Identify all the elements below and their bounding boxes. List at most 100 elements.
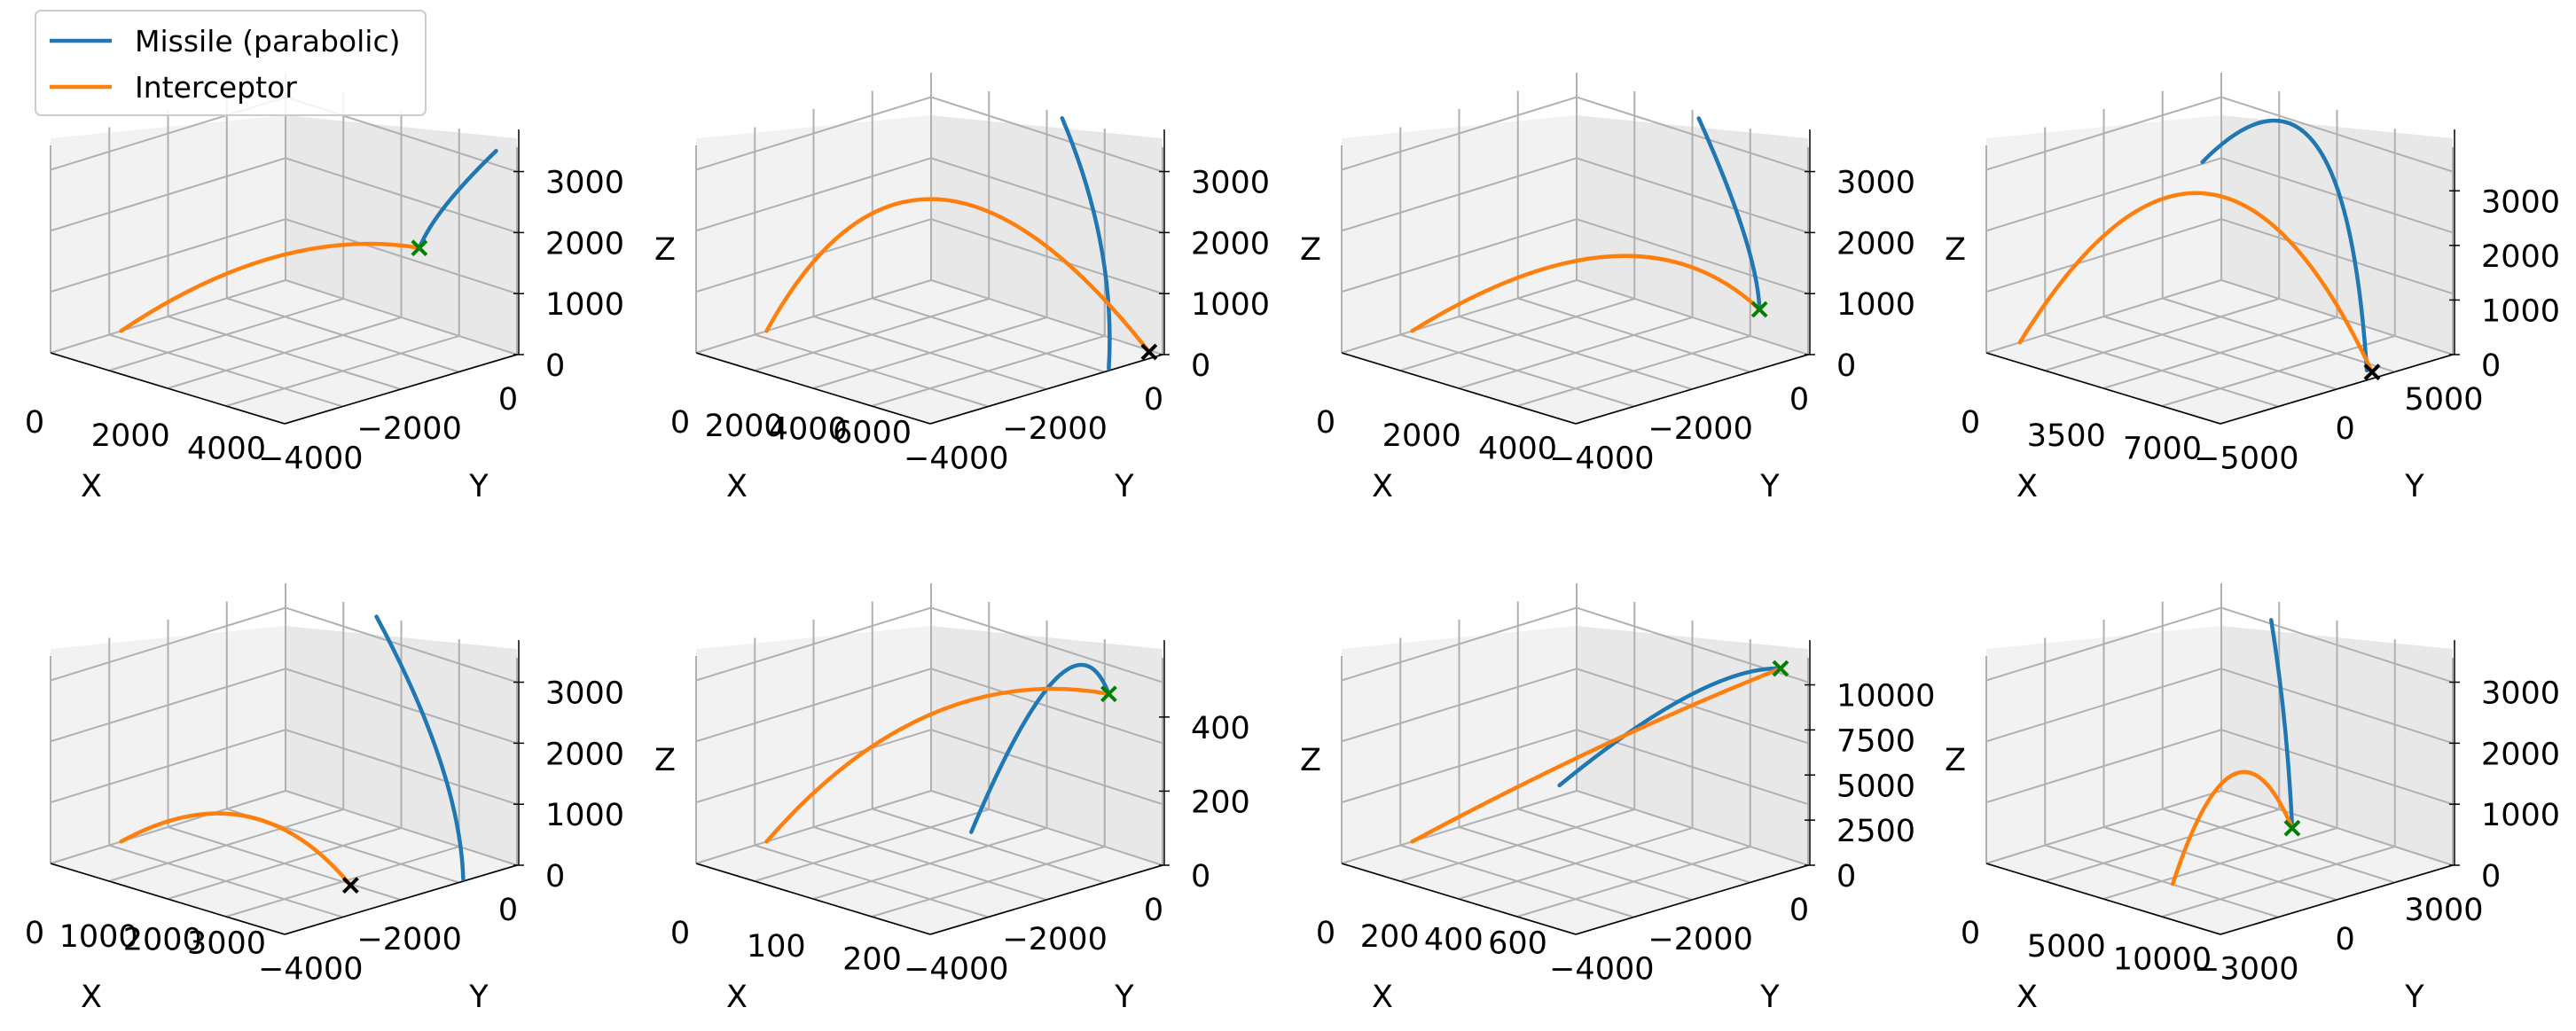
grid-line bbox=[2162, 297, 2395, 373]
x-axis-line bbox=[695, 352, 931, 425]
grid-line bbox=[695, 606, 932, 682]
grid-line bbox=[695, 218, 932, 293]
y-tick-label: −2000 bbox=[356, 411, 461, 447]
x-axis-line bbox=[50, 352, 286, 425]
z-axis-label: Z bbox=[1945, 743, 1966, 778]
y-axis-label: Y bbox=[2404, 469, 2424, 504]
z-tick-label: 1000 bbox=[1836, 287, 1915, 323]
z-tick-label: 200 bbox=[1191, 785, 1250, 820]
x-tick-label: 100 bbox=[747, 929, 806, 965]
x-tick-label: 0 bbox=[25, 405, 44, 441]
grid-line bbox=[2103, 316, 2337, 390]
x-axis-label: X bbox=[2016, 469, 2038, 504]
y-tick-label: 0 bbox=[1789, 382, 1809, 418]
grid-line bbox=[168, 316, 402, 390]
marker-stroke bbox=[2283, 819, 2301, 837]
grid-line bbox=[1341, 606, 1578, 682]
x-tick-label: 600 bbox=[1488, 926, 1547, 962]
x-tick-label: 4000 bbox=[1478, 432, 1557, 467]
y-tick-label: 0 bbox=[498, 893, 518, 928]
x-tick-label: 200 bbox=[842, 942, 902, 978]
grid-line bbox=[2220, 606, 2454, 683]
x-tick-label: 10000 bbox=[2113, 942, 2212, 978]
grid-line bbox=[50, 157, 286, 232]
interceptor-trajectory bbox=[764, 197, 1152, 355]
y-tick-label: −2000 bbox=[1002, 411, 1107, 447]
y-tick-label: 0 bbox=[1144, 382, 1163, 418]
y-axis-label: Y bbox=[2404, 980, 2424, 1015]
grid-line bbox=[871, 335, 1106, 407]
grid-line bbox=[872, 297, 1105, 373]
marker-stroke bbox=[1140, 343, 1158, 361]
x-axis-label: X bbox=[1372, 980, 1393, 1015]
z-tick-label: 3000 bbox=[1836, 166, 1915, 201]
y-tick-label: −2000 bbox=[356, 922, 461, 957]
y-axis-label: Y bbox=[1759, 980, 1780, 1015]
z-tick-label: 10000 bbox=[1836, 679, 1935, 715]
grid-line bbox=[1341, 218, 1578, 293]
y-tick-label: −4000 bbox=[258, 441, 363, 476]
x-axis-line bbox=[1985, 352, 2221, 425]
x-tick-label: 3500 bbox=[2027, 418, 2106, 454]
y-tick-label: −4000 bbox=[258, 951, 363, 987]
grid-line bbox=[1341, 729, 1578, 804]
y-tick-label: −3000 bbox=[2194, 951, 2298, 987]
x-tick-label: 0 bbox=[1961, 916, 1980, 951]
y-axis-line bbox=[2220, 864, 2454, 935]
grid-line bbox=[695, 96, 932, 171]
grid-line bbox=[813, 316, 1047, 390]
grid-line bbox=[285, 790, 518, 866]
grid-line bbox=[226, 297, 459, 373]
subplot-7: 0 200 400 600−4000−20000025005000750010000X… bbox=[1300, 583, 1935, 1015]
grid-line bbox=[2161, 335, 2396, 407]
z-tick-label: 0 bbox=[2481, 348, 2501, 384]
missile-trajectory bbox=[2200, 118, 2369, 373]
x-tick-label: 1000 bbox=[59, 919, 138, 955]
grid-line bbox=[2220, 96, 2454, 173]
grid-line bbox=[930, 668, 1163, 745]
grid-line bbox=[1516, 335, 1751, 407]
y-axis-line bbox=[929, 354, 1163, 425]
x-tick-label: 0 bbox=[1316, 916, 1335, 951]
hit-marker bbox=[411, 239, 428, 257]
grid-line bbox=[2220, 790, 2454, 866]
y-tick-label: 0 bbox=[1789, 893, 1809, 928]
y-axis-line bbox=[284, 354, 518, 425]
y-axis-line bbox=[284, 864, 518, 935]
grid-line bbox=[2220, 279, 2454, 355]
grid-line bbox=[930, 790, 1163, 866]
grid-line bbox=[930, 157, 1163, 234]
marker-stroke bbox=[1750, 301, 1768, 318]
x-axis-line bbox=[50, 863, 286, 935]
grid-line bbox=[871, 846, 1106, 918]
z-tick-label: 2000 bbox=[2481, 737, 2560, 772]
grid-line bbox=[1576, 218, 1809, 295]
z-tick-label: 3000 bbox=[545, 676, 624, 712]
y-tick-label: −2000 bbox=[1648, 922, 1752, 957]
interceptor-trajectory bbox=[764, 686, 1111, 844]
grid-line bbox=[695, 157, 932, 232]
x-tick-label: 2000 bbox=[1382, 418, 1461, 454]
x-tick-label: 0 bbox=[1961, 405, 1980, 441]
z-tick-label: 2000 bbox=[1191, 226, 1270, 262]
x-axis-label: X bbox=[81, 980, 102, 1015]
grid-line bbox=[225, 335, 460, 407]
z-tick-label: 1000 bbox=[545, 798, 624, 833]
grid-line bbox=[2220, 157, 2454, 234]
grid-line bbox=[1516, 846, 1751, 918]
x-axis-line bbox=[1341, 352, 1577, 425]
grid-line bbox=[930, 218, 1163, 295]
grid-line bbox=[285, 279, 518, 355]
x-tick-label: 2000 bbox=[91, 418, 170, 454]
grid-line bbox=[930, 729, 1163, 806]
y-axis-label: Y bbox=[468, 980, 489, 1015]
grid-line bbox=[1576, 279, 1809, 355]
hit-marker bbox=[1750, 301, 1768, 318]
x-axis-line bbox=[1341, 863, 1577, 935]
grid-line bbox=[2220, 668, 2454, 745]
z-tick-label: 1000 bbox=[2481, 293, 2560, 329]
z-tick-label: 0 bbox=[545, 348, 565, 384]
grid-line bbox=[285, 729, 518, 806]
y-axis-line bbox=[929, 864, 1163, 935]
